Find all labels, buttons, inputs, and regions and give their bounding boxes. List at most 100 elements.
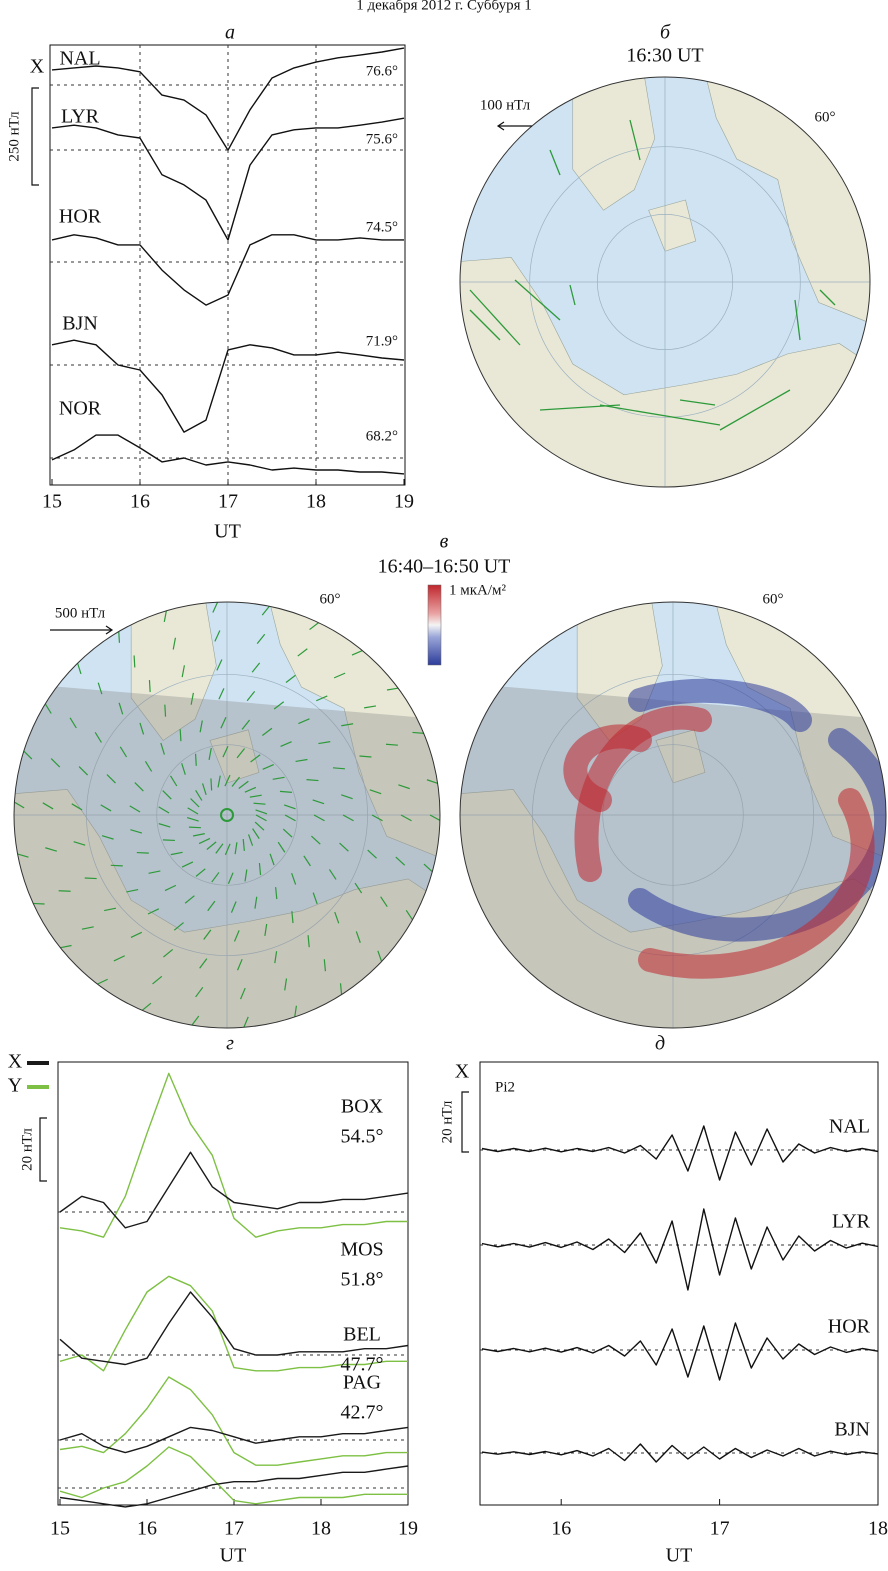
field-vector xyxy=(359,755,372,758)
field-vector xyxy=(313,814,325,822)
field-vector xyxy=(285,674,296,684)
field-vector xyxy=(129,805,141,813)
land xyxy=(655,729,706,784)
field-vector xyxy=(312,799,325,805)
x-tick-label: 18 xyxy=(306,491,326,513)
field-vector xyxy=(274,951,278,964)
field-vector xyxy=(280,741,292,747)
field-vector xyxy=(164,704,167,717)
field-vector xyxy=(719,389,791,431)
field-vector xyxy=(215,843,224,854)
field-vector xyxy=(191,1015,200,1027)
x-tick-label: 18 xyxy=(311,1518,331,1540)
field-vector xyxy=(599,404,721,426)
scale-arrow xyxy=(50,625,114,635)
field-vector xyxy=(81,926,94,930)
current-band xyxy=(628,678,812,732)
x-tick-label: 15 xyxy=(50,1518,70,1540)
field-vector xyxy=(251,662,261,673)
x-tick-label: 16 xyxy=(551,1518,571,1540)
field-vector xyxy=(201,783,207,796)
annotation: Pi2 xyxy=(495,1079,515,1095)
field-vector xyxy=(262,763,274,770)
trace xyxy=(481,1443,879,1463)
panel-label: а xyxy=(225,22,235,44)
field-vector xyxy=(294,1005,298,1018)
field-vector xyxy=(192,833,205,837)
field-vector xyxy=(220,717,227,729)
field-vector xyxy=(210,778,213,791)
field-vector xyxy=(282,828,293,838)
latitude-label: 51.8° xyxy=(341,1269,384,1291)
field-vector xyxy=(188,826,201,829)
field-vector xyxy=(233,930,240,942)
scale-bar-label: 20 нТл xyxy=(19,1128,35,1171)
field-vector xyxy=(341,794,353,800)
figure-title: 1 декабря 2012 г. Суббуря 1 xyxy=(356,0,532,13)
field-vector xyxy=(400,814,412,822)
field-vector xyxy=(283,804,296,810)
station-label: HOR xyxy=(828,1316,871,1338)
field-vector xyxy=(386,687,399,691)
field-vector xyxy=(629,119,641,161)
map-border xyxy=(459,76,871,488)
component-label: X xyxy=(30,56,45,78)
trace xyxy=(51,234,404,306)
field-vector xyxy=(272,776,285,780)
trace xyxy=(59,1151,409,1229)
legend-label: X xyxy=(8,1051,23,1073)
field-vector xyxy=(206,841,217,850)
field-vector xyxy=(332,767,345,770)
field-vector xyxy=(104,907,117,912)
field-vector xyxy=(279,790,292,793)
current-band xyxy=(638,788,875,979)
field-vector xyxy=(275,887,278,900)
trace xyxy=(59,1465,409,1508)
field-vector xyxy=(367,849,377,859)
field-vector xyxy=(207,900,216,912)
field-vector xyxy=(243,1016,249,1028)
field-vector xyxy=(118,702,124,715)
field-vector xyxy=(224,774,231,787)
land xyxy=(460,257,870,487)
latitude-label: 75.6° xyxy=(366,131,398,147)
field-vector xyxy=(69,717,77,729)
field-vector xyxy=(303,855,311,867)
trace xyxy=(51,117,405,241)
field-vector xyxy=(198,837,211,845)
x-tick-label: 17 xyxy=(710,1518,730,1540)
field-vector xyxy=(195,868,206,877)
trace xyxy=(481,1322,879,1381)
field-vector xyxy=(208,747,212,760)
panel-label: г xyxy=(226,1033,234,1055)
x-tick-label: 18 xyxy=(868,1518,888,1540)
field-vector xyxy=(222,745,229,758)
field-vector xyxy=(162,790,172,800)
field-vector xyxy=(311,835,321,845)
field-vector xyxy=(819,289,836,306)
field-vector xyxy=(364,705,377,709)
map-time: 16:30 UT xyxy=(626,45,703,67)
field-vector xyxy=(246,691,256,702)
latitude-label: 71.9° xyxy=(366,333,398,349)
field-vector xyxy=(262,727,273,736)
field-vector xyxy=(549,149,561,176)
field-vector xyxy=(258,863,262,876)
field-vector xyxy=(136,851,149,854)
field-vector xyxy=(250,754,261,763)
station-label: NOR xyxy=(59,398,102,420)
trace xyxy=(51,47,405,151)
plot-frame xyxy=(57,1061,409,1506)
field-vector xyxy=(130,829,143,834)
field-vector xyxy=(312,892,318,905)
field-vector xyxy=(255,814,267,822)
field-vector xyxy=(141,1002,152,1012)
plot-frame xyxy=(479,1061,879,1506)
scale-bar-label: 20 нТл xyxy=(439,1100,455,1143)
x-tick-label: 19 xyxy=(398,1518,418,1540)
field-vector xyxy=(59,944,72,949)
field-vector xyxy=(181,861,194,868)
field-vector xyxy=(380,896,388,908)
field-vector xyxy=(218,688,225,700)
polar-map xyxy=(460,77,870,487)
